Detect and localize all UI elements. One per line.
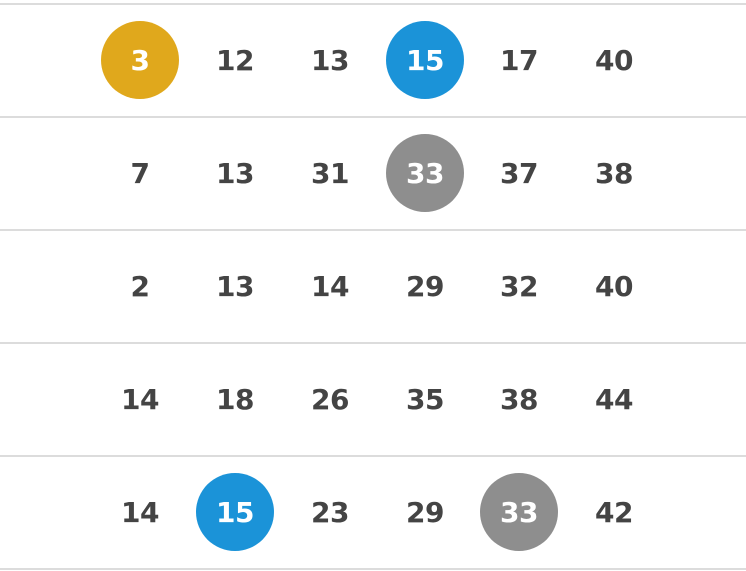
number-ball-blue: 15 <box>386 21 464 99</box>
number: 42 <box>595 495 633 529</box>
number: 37 <box>500 156 538 190</box>
number-ball-gray: 33 <box>386 134 464 212</box>
number: 38 <box>595 156 633 190</box>
number: 38 <box>500 382 538 416</box>
number: 13 <box>216 156 254 190</box>
number: 31 <box>311 156 349 190</box>
draw-row: 14 15 23 29 33 42 <box>0 455 746 570</box>
draw-row: 3 12 13 15 17 40 <box>0 3 746 116</box>
number: 40 <box>595 269 633 303</box>
number: 35 <box>406 382 444 416</box>
number: 17 <box>500 43 538 77</box>
draw-row: 2 13 14 29 32 40 <box>0 229 746 342</box>
number: 14 <box>121 495 159 529</box>
number: 14 <box>121 382 159 416</box>
number-draw-table: 3 12 13 15 17 40 7 13 31 33 37 38 2 13 14 29 32 40 14 18 26 3… <box>0 3 746 570</box>
number: 2 <box>130 269 150 303</box>
draw-row: 14 18 26 35 38 44 <box>0 342 746 455</box>
number: 23 <box>311 495 349 529</box>
number-ball-gray: 33 <box>480 473 558 551</box>
number: 14 <box>311 269 349 303</box>
number: 7 <box>130 156 150 190</box>
number: 12 <box>216 43 254 77</box>
number: 26 <box>311 382 349 416</box>
number: 13 <box>311 43 349 77</box>
number-ball-gold: 3 <box>101 21 179 99</box>
number: 13 <box>216 269 254 303</box>
number: 40 <box>595 43 633 77</box>
draw-row: 7 13 31 33 37 38 <box>0 116 746 229</box>
number: 44 <box>595 382 633 416</box>
number: 18 <box>216 382 254 416</box>
number: 29 <box>406 495 444 529</box>
number: 29 <box>406 269 444 303</box>
number-ball-blue: 15 <box>196 473 274 551</box>
number: 32 <box>500 269 538 303</box>
